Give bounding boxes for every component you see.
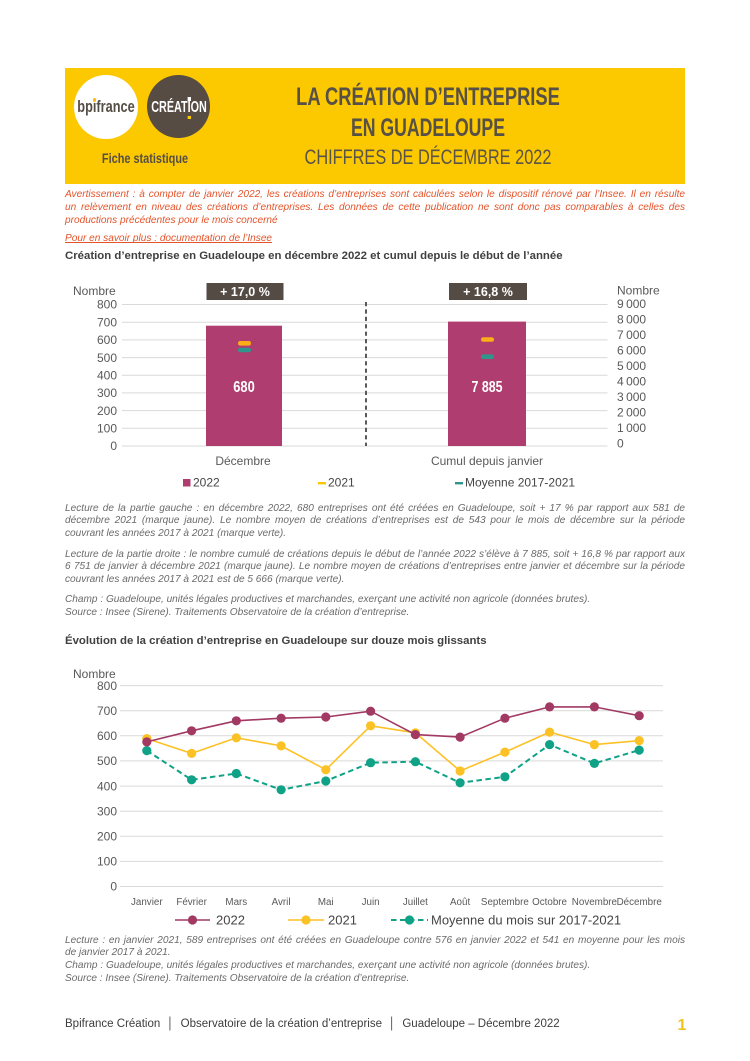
svg-text:Nombre: Nombre: [73, 667, 116, 681]
svg-text:7 000: 7 000: [617, 328, 646, 342]
svg-text:Octobre: Octobre: [532, 897, 567, 908]
svg-text:Avril: Avril: [272, 897, 291, 908]
svg-text:700: 700: [97, 315, 117, 329]
svg-text:Janvier: Janvier: [131, 897, 163, 908]
svg-text:500: 500: [97, 754, 117, 768]
svg-text:6 000: 6 000: [617, 344, 646, 358]
svg-text:600: 600: [97, 729, 117, 743]
svg-text:680: 680: [233, 379, 255, 396]
svg-text:3 000: 3 000: [617, 390, 646, 404]
svg-text:Juillet: Juillet: [403, 897, 428, 908]
svg-text:100: 100: [97, 422, 117, 436]
svg-text:1 000: 1 000: [617, 421, 646, 435]
svg-text:0: 0: [110, 439, 117, 453]
svg-text:Mai: Mai: [318, 897, 334, 908]
svg-text:Juin: Juin: [362, 897, 380, 908]
svg-text:2021: 2021: [328, 476, 355, 490]
svg-text:100: 100: [97, 855, 117, 869]
svg-text:200: 200: [97, 404, 117, 418]
svg-text:Août: Août: [450, 897, 470, 908]
svg-text:700: 700: [97, 704, 117, 718]
svg-text:5 000: 5 000: [617, 359, 646, 373]
svg-text:Décembre: Décembre: [215, 454, 271, 468]
svg-text:200: 200: [97, 830, 117, 844]
svg-text:2022: 2022: [216, 913, 245, 928]
svg-text:Septembre: Septembre: [481, 897, 529, 908]
svg-text:Nombre: Nombre: [73, 284, 116, 298]
svg-text:800: 800: [97, 298, 117, 312]
svg-text:600: 600: [97, 333, 117, 347]
svg-text:+ 17,0 %: + 17,0 %: [220, 285, 270, 299]
svg-text:500: 500: [97, 351, 117, 365]
svg-text:9 000: 9 000: [617, 297, 646, 311]
svg-text:8 000: 8 000: [617, 313, 646, 327]
svg-text:800: 800: [97, 679, 117, 693]
svg-text:Décembre: Décembre: [617, 897, 663, 908]
svg-text:Nombre: Nombre: [617, 284, 660, 298]
svg-text:2021: 2021: [328, 913, 357, 928]
svg-text:Mars: Mars: [225, 897, 247, 908]
svg-text:Février: Février: [176, 897, 207, 908]
svg-text:Moyenne du mois sur 2017-2021: Moyenne du mois sur 2017-2021: [431, 913, 621, 928]
svg-text:2 000: 2 000: [617, 406, 646, 420]
svg-text:4 000: 4 000: [617, 375, 646, 389]
svg-text:0: 0: [617, 437, 624, 451]
svg-text:Novembre: Novembre: [572, 897, 618, 908]
svg-text:Moyenne 2017-2021: Moyenne 2017-2021: [465, 476, 575, 490]
svg-text:0: 0: [110, 880, 117, 894]
svg-text:7 885: 7 885: [472, 379, 503, 396]
svg-text:2022: 2022: [193, 476, 220, 490]
svg-text:300: 300: [97, 386, 117, 400]
svg-text:+ 16,8 %: + 16,8 %: [463, 285, 513, 299]
svg-text:400: 400: [97, 779, 117, 793]
svg-text:400: 400: [97, 369, 117, 383]
svg-text:300: 300: [97, 804, 117, 818]
svg-text:Cumul depuis janvier: Cumul depuis janvier: [431, 454, 543, 468]
